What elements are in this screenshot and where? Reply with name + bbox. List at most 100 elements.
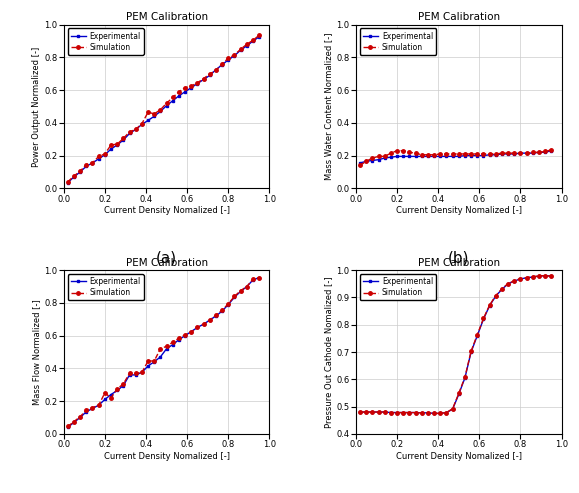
Experimental <box>449 153 456 159</box>
Simulation <box>120 381 127 387</box>
Experimental <box>381 409 388 415</box>
Simulation <box>71 419 78 424</box>
Simulation <box>548 273 555 279</box>
Simulation <box>89 405 96 411</box>
Line: Simulation: Simulation <box>358 274 553 415</box>
Experimental <box>431 410 438 416</box>
Experimental <box>517 150 524 156</box>
Experimental <box>76 415 83 421</box>
Simulation <box>200 321 207 327</box>
Simulation <box>486 151 493 157</box>
Simulation <box>175 335 182 341</box>
Experimental <box>492 152 499 158</box>
Simulation <box>151 358 157 364</box>
Simulation <box>256 275 263 281</box>
Experimental <box>362 158 369 164</box>
Experimental <box>231 294 238 300</box>
Experimental <box>505 281 512 287</box>
Experimental <box>387 410 394 416</box>
Experimental <box>157 108 164 114</box>
Simulation <box>76 168 83 174</box>
Experimental <box>418 153 425 159</box>
Line: Experimental: Experimental <box>358 149 553 164</box>
Experimental <box>375 157 382 163</box>
Experimental <box>536 273 543 279</box>
Experimental <box>138 370 145 376</box>
Experimental <box>357 409 364 415</box>
Simulation <box>474 332 481 338</box>
Experimental <box>138 122 145 128</box>
Simulation <box>256 33 263 38</box>
Experimental <box>480 153 487 159</box>
Simulation <box>362 158 369 164</box>
Experimental <box>424 153 431 159</box>
Simulation <box>455 151 462 157</box>
Simulation <box>206 71 213 77</box>
Simulation <box>225 55 232 61</box>
Simulation <box>400 410 406 416</box>
Simulation <box>169 339 176 345</box>
Simulation <box>536 149 543 155</box>
Experimental <box>169 342 176 348</box>
Simulation <box>357 409 364 415</box>
Simulation <box>163 343 170 349</box>
Experimental <box>237 47 244 53</box>
Experimental <box>250 38 256 44</box>
Text: (a): (a) <box>156 250 177 266</box>
Experimental <box>437 410 444 416</box>
Experimental <box>499 151 505 157</box>
Line: Experimental: Experimental <box>67 35 261 184</box>
Simulation <box>250 37 256 43</box>
Simulation <box>169 95 176 101</box>
Simulation <box>394 148 401 154</box>
Simulation <box>219 61 226 67</box>
Experimental <box>188 85 195 91</box>
Simulation <box>387 410 394 416</box>
Simulation <box>145 109 152 115</box>
Simulation <box>163 100 170 106</box>
Experimental <box>499 286 505 292</box>
Experimental <box>437 153 444 159</box>
Experimental <box>431 153 438 159</box>
Simulation <box>108 142 115 148</box>
Simulation <box>406 410 413 416</box>
Simulation <box>243 283 250 289</box>
Experimental <box>89 406 96 412</box>
Experimental <box>151 113 157 119</box>
Simulation <box>231 293 238 299</box>
Simulation <box>499 286 505 292</box>
Simulation <box>188 83 195 89</box>
Experimental <box>219 62 226 68</box>
Simulation <box>157 346 164 352</box>
Experimental <box>375 409 382 415</box>
Experimental <box>256 275 263 281</box>
Simulation <box>424 410 431 416</box>
Simulation <box>132 370 139 376</box>
Simulation <box>542 148 549 154</box>
Simulation <box>194 324 201 330</box>
Simulation <box>83 162 90 168</box>
Experimental <box>400 153 406 159</box>
Experimental <box>548 148 555 154</box>
Experimental <box>387 154 394 160</box>
Simulation <box>431 152 438 158</box>
Simulation <box>231 52 238 58</box>
Simulation <box>182 85 189 91</box>
Experimental <box>194 324 201 330</box>
Simulation <box>387 150 394 156</box>
Simulation <box>492 151 499 157</box>
Simulation <box>424 152 431 158</box>
Simulation <box>474 151 481 157</box>
Simulation <box>175 89 182 95</box>
Simulation <box>400 148 406 154</box>
Experimental <box>492 293 499 299</box>
Experimental <box>126 131 133 137</box>
Experimental <box>449 406 456 412</box>
Simulation <box>486 302 493 308</box>
Simulation <box>517 150 524 156</box>
Experimental <box>157 354 164 360</box>
Experimental <box>443 153 450 159</box>
Experimental <box>95 402 102 408</box>
Experimental <box>529 274 536 280</box>
Experimental <box>412 153 419 159</box>
